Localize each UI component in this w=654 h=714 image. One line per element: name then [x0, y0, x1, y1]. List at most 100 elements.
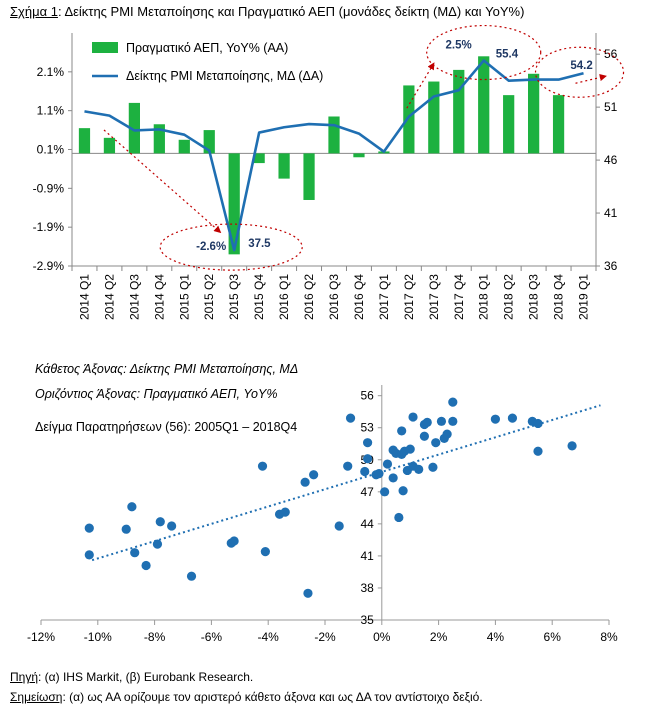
- x-tick-label: 2018 Q3: [527, 274, 541, 320]
- left-axis-tick-label: 1.1%: [37, 104, 65, 118]
- y-tick-label: 38: [360, 581, 374, 595]
- x-tick-label: 2014 Q3: [127, 274, 141, 320]
- scatter-point: [363, 454, 373, 464]
- scatter-point: [155, 517, 165, 527]
- scatter-point: [121, 524, 131, 534]
- gdp-bar: [453, 69, 465, 154]
- annotation-pmi-latest: 54.2: [570, 60, 592, 72]
- x-tick-label: 2019 Q1: [577, 274, 591, 320]
- note-label: Σημείωση: [10, 690, 63, 704]
- x-tick-label: 2016 Q1: [277, 274, 291, 320]
- right-axis-tick-label: 36: [604, 259, 618, 273]
- right-axis-tick-label: 46: [604, 153, 618, 167]
- source-note: Πηγή: (α) IHS Markit, (β) Eurobank Resea…: [10, 670, 253, 684]
- x-tick-label: 2018 Q2: [502, 274, 516, 320]
- x-tick-label: 2015 Q1: [177, 274, 191, 320]
- gdp-bar: [128, 102, 140, 154]
- scatter-point: [229, 536, 239, 546]
- annotation-ellipse-peak: [426, 24, 542, 81]
- x-tick-label: -6%: [201, 630, 223, 644]
- gdp-bar: [78, 128, 91, 154]
- annotation-arrow-up: [406, 62, 435, 109]
- gdp-bar: [178, 139, 190, 154]
- note-horizontal-axis: Οριζόντιος Άξονας: Πραγματικό ΑΕΠ, YoY%: [35, 387, 277, 401]
- gdp-bar: [278, 153, 290, 179]
- note-vertical-axis: Κάθετος Άξονας: Δείκτης PMI Μεταποίησης,…: [35, 362, 298, 376]
- figure-label: Σχήμα 1: [10, 4, 58, 19]
- scatter-point: [360, 466, 370, 477]
- left-axis-tick-label: -2.9%: [33, 259, 65, 273]
- x-tick-label: 2016 Q3: [327, 274, 341, 320]
- scatter-point: [167, 521, 177, 531]
- scatter-point: [436, 416, 447, 426]
- left-axis-tick-label: -1.9%: [33, 220, 65, 234]
- figure-title: Σχήμα 1: Δείκτης PMI Μεταποίησης και Πρα…: [10, 4, 524, 19]
- x-tick-label: 2016 Q4: [352, 274, 366, 320]
- scatter-chart: 5653504744413835-12%-10%-8%-6%-4%-2%0%2%…: [27, 362, 618, 644]
- annotation-ellipse-trough: [159, 223, 303, 271]
- scatter-point: [397, 426, 407, 436]
- x-tick-label: 2015 Q4: [252, 274, 266, 320]
- scatter-point: [388, 473, 398, 483]
- y-tick-label: 56: [360, 389, 374, 403]
- gdp-bar: [253, 153, 265, 164]
- scatter-point: [257, 461, 268, 471]
- scatter-point: [84, 550, 94, 560]
- right-axis-tick-label: 51: [604, 100, 618, 114]
- left-axis-tick-label: 0.1%: [37, 143, 65, 157]
- x-tick-label: 2%: [430, 630, 448, 644]
- gdp-bar: [203, 130, 215, 154]
- note-sample: Δείγμα Παρατηρήσεων (56): 2005Q1 – 2018Q…: [35, 420, 297, 434]
- scatter-point: [567, 441, 577, 451]
- scatter-point: [141, 560, 151, 571]
- combo-chart: 2.1% 1.1% 0.1% -0.9% -1.9% -2.9% 56 51 46 41 36 201…: [33, 24, 625, 320]
- scatter-point: [374, 469, 384, 479]
- x-tick-label: 2016 Q2: [302, 274, 316, 320]
- x-tick-label: -10%: [84, 630, 112, 644]
- x-tick-label: -12%: [27, 630, 55, 644]
- scatter-point: [431, 438, 441, 448]
- scatter-point: [408, 412, 418, 422]
- gdp-bar: [478, 56, 490, 154]
- scatter-point: [533, 418, 543, 429]
- gdp-bar: [153, 124, 165, 154]
- note-text: : (α) ως ΑΑ ορίζουμε τον αριστερό κάθετο…: [62, 690, 483, 704]
- annotation-pmi-trough: 37.5: [248, 238, 271, 250]
- scatter-point: [84, 523, 94, 533]
- x-tick-label: 2017 Q1: [377, 274, 391, 320]
- gdp-bar: [428, 81, 440, 154]
- x-tick-label: 2017 Q2: [402, 274, 416, 320]
- scatter-point: [382, 459, 393, 469]
- scatter-point: [394, 512, 404, 523]
- x-tick-label: -4%: [258, 630, 280, 644]
- scatter-point: [343, 461, 353, 471]
- x-tick-label: 2015 Q2: [202, 274, 216, 320]
- x-tick-label: 8%: [600, 630, 618, 644]
- right-axis-tick-label: 41: [604, 206, 618, 220]
- y-tick-label: 47: [360, 485, 374, 499]
- source-label: Πηγή: [10, 670, 39, 684]
- scatter-point: [380, 487, 390, 497]
- scatter-point: [280, 507, 290, 517]
- scatter-point: [127, 502, 137, 512]
- x-tick-label: 2018 Q1: [477, 274, 491, 320]
- x-tick-label: -8%: [144, 630, 166, 644]
- scatter-point: [414, 464, 424, 474]
- scatter-point: [334, 521, 344, 531]
- trendline: [91, 404, 601, 562]
- scatter-point: [260, 547, 270, 557]
- y-tick-label: 35: [360, 613, 374, 627]
- scatter-point: [533, 446, 543, 456]
- annotation-arrow-down: [103, 129, 222, 234]
- remark-note: Σημείωση: (α) ως ΑΑ ορίζουμε τον αριστερ…: [10, 690, 483, 704]
- x-tick-label: 4%: [487, 630, 505, 644]
- scatter-point: [442, 429, 452, 439]
- x-tick-label: 2014 Q4: [152, 274, 166, 320]
- left-axis-tick-label: -0.9%: [33, 181, 65, 195]
- scatter-point: [507, 413, 518, 423]
- scatter-point: [363, 438, 373, 448]
- y-tick-label: 41: [360, 549, 374, 563]
- x-tick-label: 2014 Q2: [102, 274, 116, 320]
- gdp-bar: [552, 95, 565, 154]
- gdp-bar: [528, 73, 540, 154]
